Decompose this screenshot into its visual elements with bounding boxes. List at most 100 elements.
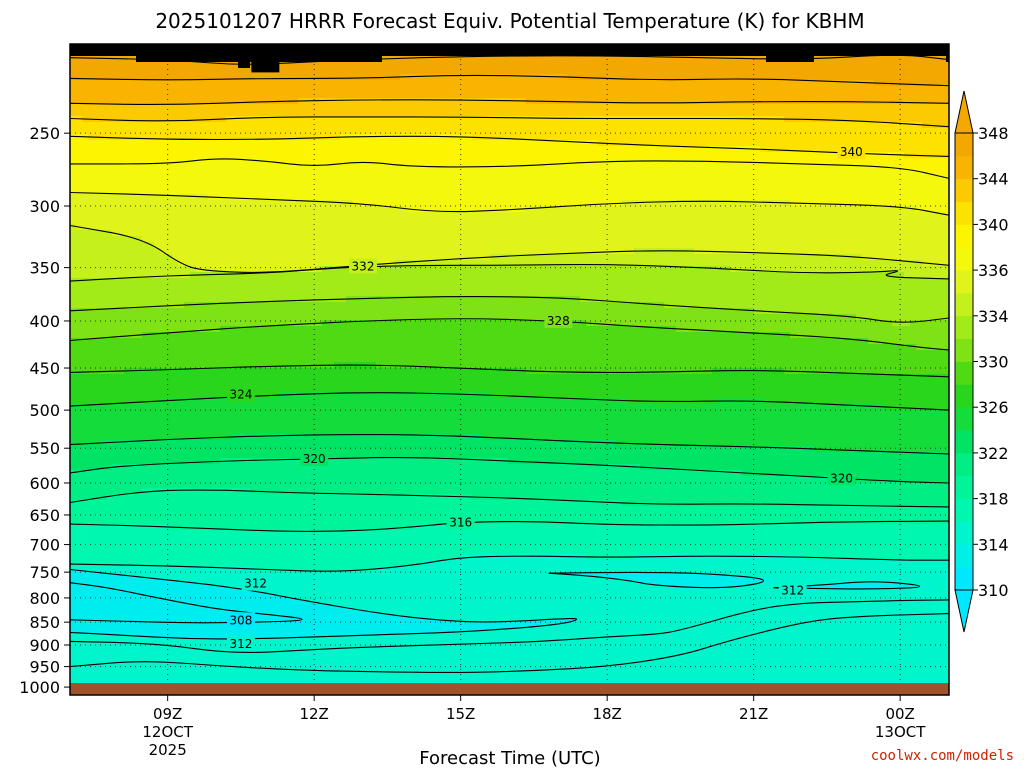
field-cell — [190, 380, 197, 387]
field-cell — [316, 350, 323, 357]
field-cell — [106, 392, 113, 399]
field-cell — [334, 434, 341, 441]
field-cell — [280, 74, 287, 81]
field-cell — [232, 650, 239, 657]
field-cell — [322, 422, 329, 429]
field-cell — [136, 416, 143, 423]
field-cell — [244, 416, 251, 423]
field-cell — [112, 308, 119, 315]
field-cell — [148, 314, 155, 321]
field-cell — [256, 458, 263, 465]
field-cell — [280, 176, 287, 183]
field-cell — [244, 290, 251, 297]
field-cell — [118, 524, 125, 531]
field-cell — [178, 536, 185, 543]
field-cell — [250, 266, 257, 273]
field-cell — [76, 458, 83, 465]
field-cell — [208, 314, 215, 321]
field-cell — [82, 236, 89, 243]
field-cell — [148, 518, 155, 525]
field-cell — [250, 50, 257, 57]
field-cell — [178, 548, 185, 555]
field-cell — [274, 554, 281, 561]
field-cell — [268, 500, 275, 507]
field-cell — [328, 446, 335, 453]
field-cell — [292, 542, 299, 549]
field-cell — [124, 668, 131, 675]
field-cell — [322, 122, 329, 129]
field-cell — [154, 416, 161, 423]
field-cell — [280, 584, 287, 591]
field-cell — [280, 218, 287, 225]
field-cell — [340, 476, 347, 483]
field-cell — [298, 464, 305, 471]
field-cell — [166, 356, 173, 363]
field-cell — [106, 272, 113, 279]
field-cell — [232, 494, 239, 501]
field-cell — [232, 338, 239, 345]
field-cell — [202, 416, 209, 423]
field-cell — [142, 122, 149, 129]
field-cell — [316, 470, 323, 477]
field-cell — [112, 110, 119, 117]
field-cell — [88, 470, 95, 477]
field-cell — [208, 494, 215, 501]
field-cell — [124, 476, 131, 483]
field-cell — [130, 68, 137, 75]
field-cell — [124, 548, 131, 555]
field-cell — [130, 572, 137, 579]
field-cell — [106, 374, 113, 381]
field-cell — [88, 230, 95, 237]
field-cell — [100, 224, 107, 231]
field-cell — [340, 68, 347, 75]
field-cell — [184, 86, 191, 93]
field-cell — [118, 182, 125, 189]
field-cell — [142, 68, 149, 75]
field-cell — [106, 182, 113, 189]
field-cell — [226, 56, 233, 63]
field-cell — [328, 494, 335, 501]
field-cell — [268, 644, 275, 651]
field-cell — [190, 500, 197, 507]
field-cell — [220, 308, 227, 315]
field-cell — [148, 326, 155, 333]
field-cell — [226, 464, 233, 471]
field-cell — [328, 86, 335, 93]
field-cell — [130, 644, 137, 651]
field-cell — [340, 188, 347, 195]
field-cell — [172, 416, 179, 423]
field-cell — [178, 332, 185, 339]
field-cell — [292, 194, 299, 201]
field-cell — [220, 380, 227, 387]
field-cell — [280, 338, 287, 345]
field-cell — [94, 452, 101, 459]
field-cell — [286, 116, 293, 123]
field-cell — [166, 158, 173, 165]
field-cell — [280, 236, 287, 243]
field-cell — [274, 272, 281, 279]
field-cell — [154, 200, 161, 207]
field-cell — [262, 284, 269, 291]
field-cell — [226, 548, 233, 555]
field-cell — [238, 212, 245, 219]
field-cell — [256, 662, 263, 669]
field-cell — [262, 326, 269, 333]
field-cell — [190, 224, 197, 231]
field-cell — [190, 230, 197, 237]
field-cell — [262, 248, 269, 255]
field-cell — [298, 506, 305, 513]
field-cell — [94, 122, 101, 129]
field-cell — [172, 242, 179, 249]
field-cell — [316, 398, 323, 405]
field-cell — [118, 338, 125, 345]
field-cell — [88, 380, 95, 387]
field-cell — [322, 116, 329, 123]
field-cell — [280, 86, 287, 93]
field-cell — [226, 182, 233, 189]
field-cell — [298, 350, 305, 357]
field-cell — [172, 476, 179, 483]
field-cell — [250, 218, 257, 225]
field-cell — [106, 434, 113, 441]
field-cell — [142, 524, 149, 531]
field-cell — [100, 236, 107, 243]
